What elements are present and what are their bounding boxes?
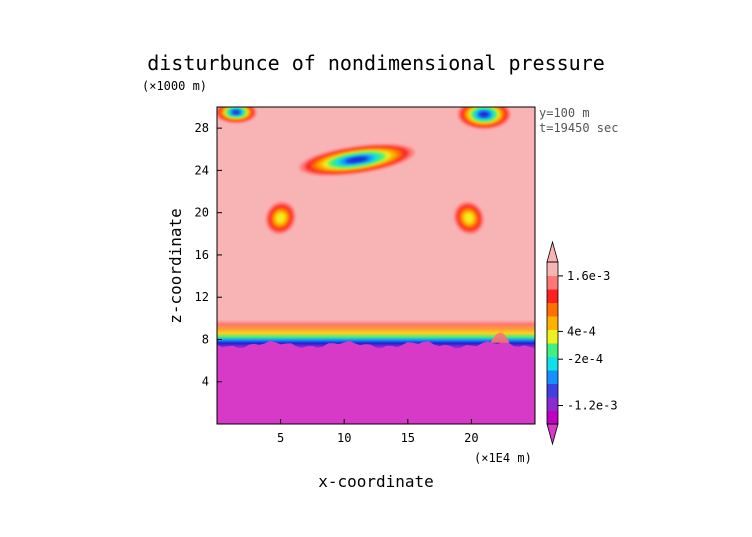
x-tick-label: 5 [277,431,284,445]
colorbar-segment [547,370,558,384]
interface-layer [217,319,535,424]
x-tick-label: 10 [337,431,351,445]
y-tick-label: 24 [195,163,209,177]
colorbar-segment [547,356,558,371]
x-axis-title: x-coordinate [318,472,434,491]
y-tick-label: 28 [195,121,209,135]
feature-central-arc [299,144,415,176]
colorbar-segment [547,343,558,357]
feature-upper-left-blob [217,107,257,123]
y-tick-label: 20 [195,206,209,220]
feature-upper-right-blob [458,107,511,129]
colorbar-segment [547,329,558,344]
y-tick-label: 12 [195,290,209,304]
annotation-t: t=19450 sec [539,121,618,135]
colorbar-segment [547,316,558,330]
feature-ring [275,212,286,224]
feature-left-blob [266,202,295,234]
colorbar: 1.6e-3 4e-4 -2e-4 -1.2e-3 [546,240,618,446]
y-tick-label: 16 [195,248,209,262]
colorbar-segment [547,302,558,317]
y-axis: 4 8 12 16 20 24 28 [195,121,222,389]
colorbar-segment [547,262,558,276]
colorbar-tick-label: -2e-4 [567,352,603,366]
colorbar-segment [547,289,558,303]
feature-ring [478,111,490,118]
y-tick-label: 8 [202,332,209,346]
colorbar-segment [547,275,558,290]
x-unit-label: (×1E4 m) [474,451,532,465]
colorbar-tick-label: 1.6e-3 [567,269,610,283]
y-axis-title: z-coordinate [166,208,185,324]
plot-area [217,107,535,424]
x-tick-label: 20 [464,431,478,445]
interface-spike [490,332,510,343]
colorbar-segment [547,383,558,398]
colorbar-segment [547,410,558,425]
y-tick-label: 4 [202,375,209,389]
chart-title: disturbunce of nondimensional pressure [147,51,605,75]
plot-frame [216,106,536,425]
lower-layer [217,340,535,424]
colorbar-tick-label: -1.2e-3 [567,398,618,412]
colorbar-top-arrow [546,240,559,263]
x-axis: 5 10 15 20 [277,419,479,445]
feature-ring [464,212,474,224]
x-tick-label: 15 [401,431,415,445]
colorbar-segment [547,397,558,411]
colorbar-frame [546,261,559,425]
feature-right-blob [454,202,484,234]
feature-ring [232,110,241,115]
colorbar-tick-label: 4e-4 [567,324,596,338]
feature-ring [345,156,369,163]
annotation-y: y=100 m [539,106,590,120]
y-unit-label: (×1000 m) [142,79,207,93]
colorbar-bottom-arrow [546,423,559,446]
feature-layer [217,107,511,234]
